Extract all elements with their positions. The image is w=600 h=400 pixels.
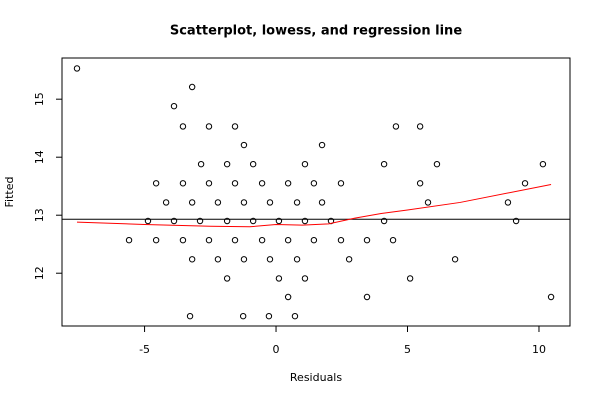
point [240,256,248,263]
plot-frame [61,57,571,327]
point [424,199,432,206]
y-axis-label: Fitted [3,177,16,208]
point [284,180,292,187]
point [240,199,248,206]
point [223,160,231,168]
point [152,180,160,187]
chart-title: Scatterplot, lowess, and regression line [170,24,462,39]
point [547,293,555,301]
point [301,160,309,168]
point [406,275,414,282]
point [214,199,222,206]
point [73,65,81,72]
point [205,123,213,130]
point [125,236,133,244]
point [231,236,239,244]
point [197,160,205,168]
point [240,141,248,149]
point [214,256,222,263]
point [239,312,247,320]
point [539,160,547,168]
point [258,236,266,244]
point [231,180,239,187]
x-tick-label: 10 [532,343,546,356]
point [310,236,318,244]
y-tick-label: 12 [33,266,46,280]
point [275,217,283,225]
point [451,256,459,263]
point [170,217,178,225]
point [293,199,301,206]
point [416,180,424,187]
point [196,217,204,225]
x-axis-label: Residuals [290,371,342,384]
point [223,217,231,225]
y-tick-label: 14 [33,150,46,164]
point [363,293,371,301]
point [266,256,274,263]
point [318,141,326,149]
point [205,180,213,187]
point [258,180,266,187]
point [291,312,299,320]
point [337,236,345,244]
point [249,217,257,225]
point [380,217,388,225]
point [152,236,160,244]
point [186,312,194,320]
point [310,180,318,187]
point [188,83,196,91]
point [284,236,292,244]
point [265,312,273,320]
point [205,236,213,244]
point [345,256,353,263]
x-tick-label: -5 [139,343,150,356]
point [284,293,292,301]
point [275,275,283,282]
point [301,217,309,225]
point [392,123,400,130]
point [521,180,529,187]
point [301,275,309,282]
y-tick-label: 13 [33,208,46,222]
point [231,123,239,130]
point [223,275,231,282]
point [170,102,178,110]
point [504,199,512,206]
x-tick-label: 5 [404,343,411,356]
point [179,236,187,244]
lowess-line [76,183,552,228]
point [512,217,520,225]
point [293,256,301,263]
point [380,160,388,168]
point [266,199,274,206]
point [188,199,196,206]
point [389,236,397,244]
point [318,199,326,206]
point [179,123,187,130]
point [416,123,424,130]
point [363,236,371,244]
point [179,180,187,187]
point [249,160,257,168]
point [433,160,441,168]
point [337,180,345,187]
point [188,256,196,263]
point [162,199,170,206]
x-tick-label: 0 [273,343,280,356]
y-tick-label: 15 [33,92,46,106]
point [144,217,152,225]
